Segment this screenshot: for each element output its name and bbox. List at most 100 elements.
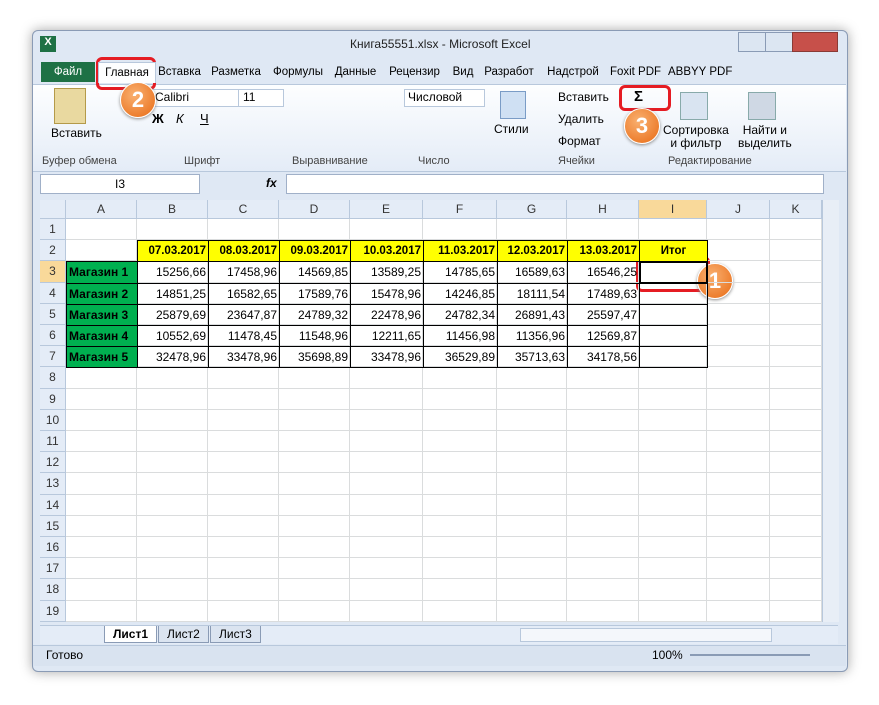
- zoom-level: 100%: [652, 648, 683, 662]
- cell: [137, 537, 208, 559]
- cell: [137, 346, 208, 368]
- maximize[interactable]: [765, 32, 793, 52]
- styles-icon[interactable]: [500, 91, 526, 119]
- name-box[interactable]: I3: [40, 174, 200, 194]
- ribbon-tab[interactable]: Разметка: [211, 66, 261, 78]
- cell: [770, 537, 822, 559]
- sort-line: и фильтр: [670, 136, 722, 150]
- cell: [707, 452, 770, 474]
- styles-label[interactable]: Стили: [494, 122, 529, 136]
- ribbon-tab[interactable]: Данные: [334, 66, 377, 78]
- cell: [423, 409, 497, 431]
- cell: [66, 367, 137, 389]
- paste-label[interactable]: Вставить: [51, 126, 102, 140]
- cells-format[interactable]: Формат: [558, 134, 601, 148]
- cell: [279, 325, 350, 347]
- table-cell: 11478,45: [208, 325, 280, 348]
- ribbon-tab[interactable]: Главная: [98, 62, 156, 83]
- table-cell: 32478,96: [137, 346, 209, 369]
- row-header: 5: [40, 303, 66, 325]
- cell: [707, 579, 770, 601]
- bold[interactable]: Ж: [152, 111, 164, 126]
- font-name[interactable]: Calibri: [150, 89, 240, 107]
- sort-filter[interactable]: Сортировка и фильтр: [663, 124, 729, 150]
- cell: [208, 515, 279, 537]
- cell: [279, 388, 350, 410]
- ribbon-tab[interactable]: Вид: [452, 66, 474, 78]
- cell: [350, 367, 423, 389]
- column-header: D: [279, 200, 350, 219]
- row-header: 1: [40, 219, 66, 241]
- fx-label: fx: [266, 176, 277, 190]
- ribbon-tab[interactable]: Рецензир: [389, 66, 440, 78]
- ribbon-tab[interactable]: Foxit PDF: [609, 66, 662, 78]
- table-cell: 25597,47: [567, 303, 640, 326]
- table-cell: 14246,85: [423, 282, 498, 305]
- status-ready: Готово: [46, 648, 84, 662]
- column-header: E: [350, 200, 423, 219]
- italic[interactable]: К: [176, 111, 184, 126]
- total-cell[interactable]: [639, 346, 708, 369]
- cell: [350, 261, 423, 283]
- ribbon-tab[interactable]: Формулы: [272, 66, 324, 78]
- sheet-tab[interactable]: Лист2: [158, 626, 209, 643]
- formula-input[interactable]: [286, 174, 824, 194]
- cell: [639, 494, 707, 516]
- total-cell[interactable]: [639, 282, 708, 305]
- cell: [350, 515, 423, 537]
- vertical-scrollbar[interactable]: [822, 200, 839, 622]
- autosum[interactable]: Σ: [634, 88, 644, 105]
- cell: [770, 409, 822, 431]
- minimize[interactable]: [738, 32, 766, 52]
- total-cell[interactable]: [639, 303, 708, 326]
- close[interactable]: [792, 32, 838, 52]
- column-header: J: [707, 200, 770, 219]
- cell: [770, 367, 822, 389]
- cell: [567, 261, 639, 283]
- cell: [770, 388, 822, 410]
- underline[interactable]: Ч: [200, 111, 209, 126]
- cells-insert[interactable]: Вставить: [558, 90, 609, 104]
- ribbon-tab[interactable]: Файл: [41, 62, 95, 82]
- number-format[interactable]: Числовой: [404, 89, 485, 107]
- cells-delete[interactable]: Удалить: [558, 112, 604, 126]
- sheet-tab[interactable]: Лист3: [210, 626, 261, 643]
- total-cell[interactable]: [639, 325, 708, 348]
- ribbon-tab[interactable]: Разработ: [484, 66, 534, 78]
- cell: [279, 452, 350, 474]
- cell: [567, 473, 639, 495]
- row-header: 19: [40, 600, 66, 622]
- table-header: 13.03.2017: [567, 240, 640, 263]
- ribbon-tab[interactable]: Надстрой: [547, 66, 599, 78]
- ribbon-tab[interactable]: ABBYY PDF: [668, 66, 733, 78]
- cell: [497, 282, 567, 304]
- store-name: Магазин 3: [66, 303, 138, 326]
- cell: [707, 409, 770, 431]
- cell: [423, 452, 497, 474]
- cell: [497, 600, 567, 622]
- ribbon-tab[interactable]: Вставка: [158, 66, 201, 78]
- table-cell: 11548,96: [279, 325, 351, 348]
- zoom-slider[interactable]: [690, 654, 810, 656]
- ribbon-group-label: Число: [418, 155, 450, 167]
- table-cell: 14569,85: [279, 261, 351, 284]
- cell: [350, 303, 423, 325]
- total-cell[interactable]: [639, 261, 708, 284]
- font-size[interactable]: 11: [238, 89, 284, 107]
- store-name: Магазин 5: [66, 346, 138, 369]
- cell: [639, 473, 707, 495]
- row-header: 9: [40, 388, 66, 410]
- horizontal-scrollbar[interactable]: [520, 628, 772, 642]
- paste-icon[interactable]: [54, 88, 86, 124]
- find-select[interactable]: Найти и выделить: [738, 124, 792, 150]
- cell: [423, 303, 497, 325]
- sheet-tab[interactable]: Лист1: [104, 626, 158, 643]
- cell: [567, 558, 639, 580]
- cell: [66, 431, 137, 453]
- app-icon: X: [40, 36, 56, 52]
- cell: [350, 282, 423, 304]
- cell: [770, 240, 822, 262]
- row-header: 17: [40, 558, 66, 580]
- highlight-autosum: [619, 85, 671, 111]
- row-header: 4: [40, 282, 66, 304]
